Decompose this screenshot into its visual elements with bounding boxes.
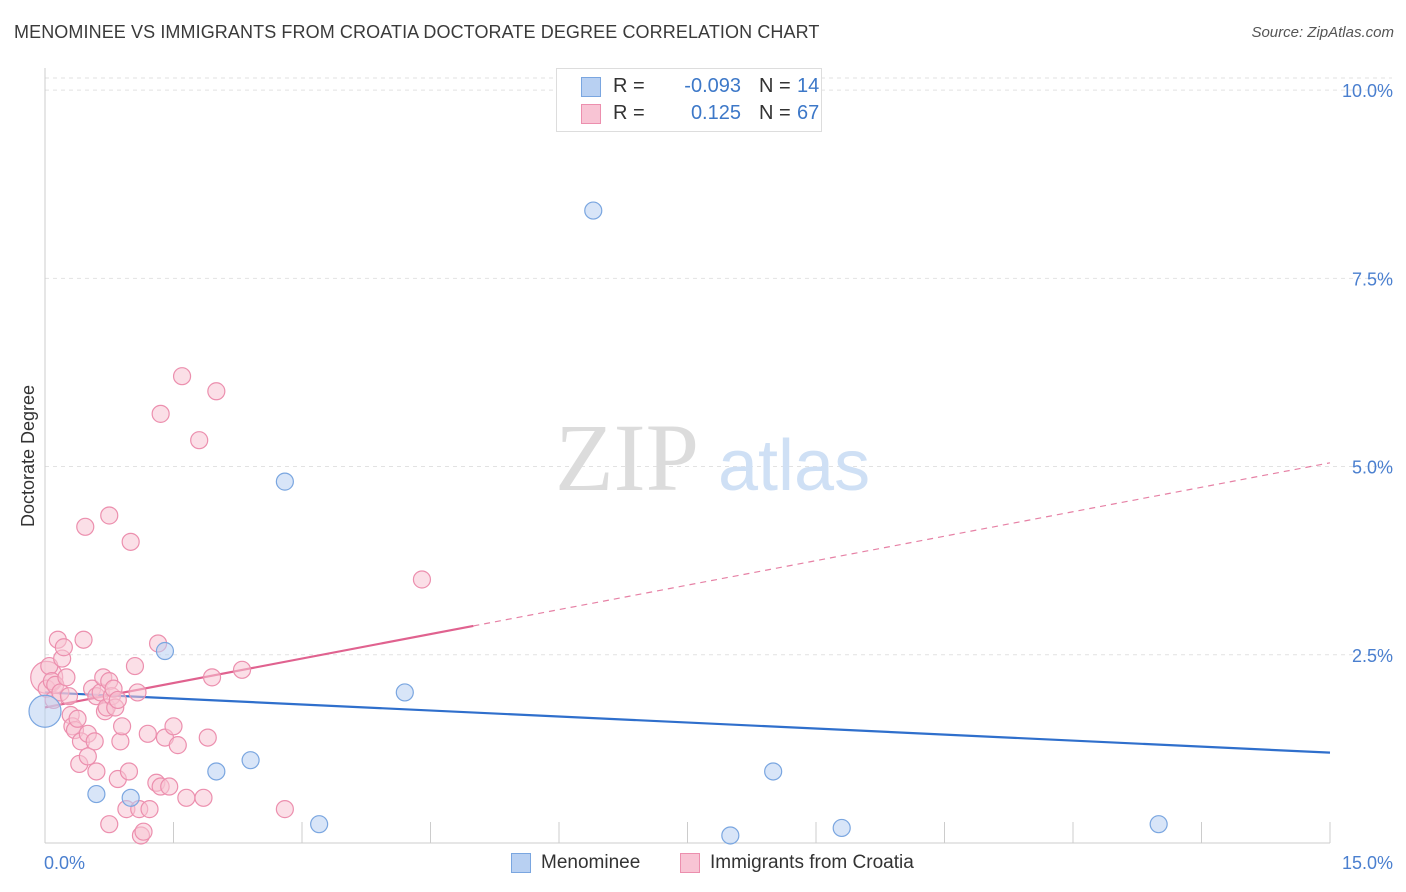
legend-swatch-pink (680, 853, 700, 873)
croatia-point-15 (68, 709, 87, 728)
croatia-point-39 (112, 717, 132, 736)
croatia-point-55 (160, 777, 179, 796)
source-label: Source: ZipAtlas.com (1251, 24, 1394, 41)
croatia-point-20 (78, 747, 97, 766)
legend-n-label: N = (759, 102, 791, 124)
croatia-point-18 (74, 630, 93, 649)
croatia-point-9 (54, 638, 73, 657)
croatia-point-49 (140, 800, 159, 819)
menominee-point-5 (241, 751, 260, 770)
menominee-point-8 (395, 683, 414, 702)
legend-swatch-blue (581, 77, 601, 97)
croatia-point-56 (164, 717, 183, 736)
x-tick-label-1: 15.0% (1342, 853, 1393, 873)
croatia-point-47 (134, 822, 153, 841)
watermark-atlas: atlas (718, 426, 870, 506)
croatia-point-24 (87, 762, 106, 781)
croatia-point-53 (151, 404, 170, 423)
menominee-point-9 (584, 201, 603, 220)
menominee-point-11 (764, 762, 783, 781)
menominee-point-7 (310, 815, 329, 834)
croatia-point-64 (207, 382, 226, 401)
watermark-zip: ZIP (555, 404, 699, 511)
tick-label-layer: 2.5% 5.0% 7.5% 10.0% 0.0% 15.0% Doctorate Degr… (18, 81, 1393, 873)
croatia-point-67 (412, 570, 432, 589)
croatia-point-38 (111, 732, 130, 751)
menominee-point-0 (28, 694, 62, 728)
legend-swatch-pink (581, 104, 601, 124)
croatia-point-48 (138, 724, 157, 743)
y-tick-label-0: 2.5% (1352, 646, 1393, 666)
menominee-point-3 (155, 641, 175, 661)
croatia-point-58 (172, 367, 192, 386)
croatia-point-37 (108, 690, 127, 710)
croatia-point-41 (119, 762, 139, 781)
menominee-point-12 (832, 818, 851, 838)
croatia-point-43 (125, 656, 145, 676)
menominee-point-1 (87, 784, 106, 804)
y-tick-label-1: 5.0% (1352, 458, 1393, 478)
trend-line-solid-0 (44, 691, 1331, 754)
croatia-point-11 (59, 687, 79, 706)
croatia-point-34 (100, 815, 119, 834)
croatia-point-10 (57, 668, 76, 687)
legend-label: Immigrants from Croatia (710, 852, 914, 873)
menominee-point-13 (1149, 815, 1168, 834)
legend-swatch-blue (511, 853, 531, 873)
croatia-point-21 (76, 517, 95, 536)
legend-r-label: R = (613, 102, 645, 124)
legend-n-value: 67 (797, 102, 820, 124)
y-tick-label-3: 10.0% (1342, 81, 1393, 101)
croatia-point-57 (168, 736, 187, 755)
legend-n-value: 14 (797, 75, 820, 97)
croatia-point-42 (121, 532, 140, 551)
menominee-point-4 (207, 762, 226, 781)
watermark: ZIP atlas (555, 404, 870, 511)
correlation-legend: R = -0.093 N = 14 R = 0.125 N = 67 (556, 68, 822, 132)
menominee-point-6 (275, 472, 294, 491)
croatia-point-63 (202, 668, 222, 687)
croatia-point-59 (177, 788, 196, 807)
trend-line-dashed-1 (473, 462, 1331, 627)
grid-layer (45, 77, 1392, 656)
y-axis-title: Doctorate Degree (18, 385, 38, 527)
menominee-point-10 (721, 826, 740, 845)
croatia-point-23 (85, 732, 104, 751)
x-tick-label-0: 0.0% (44, 853, 85, 873)
chart-title: MENOMINEE VS IMMIGRANTS FROM CROATIA DOC… (14, 22, 820, 42)
croatia-point-62 (198, 728, 217, 747)
croatia-point-31 (100, 506, 119, 525)
y-tick-label-2: 7.5% (1352, 269, 1393, 289)
points-layer (28, 201, 1168, 845)
croatia-point-66 (275, 800, 294, 819)
legend-r-value: -0.093 (684, 75, 741, 97)
croatia-point-61 (194, 788, 213, 807)
legend-r-value: 0.125 (690, 102, 741, 124)
croatia-point-65 (232, 660, 252, 679)
legend-n-label: N = (759, 75, 791, 97)
legend-label: Menominee (541, 852, 641, 873)
menominee-point-2 (121, 788, 140, 807)
legend-r-label: R = (613, 75, 645, 97)
croatia-point-60 (190, 431, 209, 450)
croatia-point-44 (128, 683, 147, 702)
